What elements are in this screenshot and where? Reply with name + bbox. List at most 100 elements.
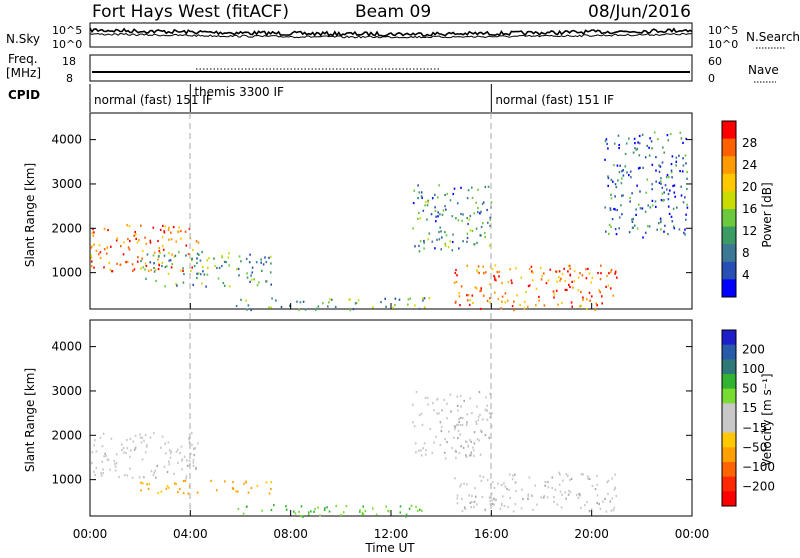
scatter-cell: [560, 506, 563, 509]
scatter-cell: [458, 295, 461, 298]
scatter-cell: [93, 266, 95, 269]
scatter-cell: [103, 227, 106, 230]
scatter-cell: [439, 226, 441, 229]
freq-label-2: [MHz]: [6, 66, 41, 80]
scatter-cell: [459, 433, 461, 436]
scatter-cell: [299, 301, 302, 304]
scatter-cell: [197, 442, 199, 445]
scatter-cell: [242, 512, 245, 515]
scatter-cell: [142, 482, 144, 485]
scatter-cell: [126, 260, 129, 263]
scatter-cell: [182, 281, 185, 284]
x-tick-label: 08:00: [273, 527, 308, 541]
scatter-cell: [407, 298, 410, 301]
scatter-cell: [638, 154, 641, 157]
scatter-cell: [531, 495, 533, 498]
scatter-cell: [615, 186, 618, 189]
scatter-cell: [185, 254, 187, 257]
scatter-cell: [419, 240, 422, 243]
x-tick-label: 12:00: [374, 527, 409, 541]
scatter-cell: [460, 186, 462, 189]
scatter-cell: [456, 202, 459, 205]
scatter-cell: [140, 224, 142, 227]
scatter-cell: [345, 505, 348, 508]
scatter-cell: [102, 468, 104, 471]
scatter-cell: [628, 137, 630, 140]
scatter-cell: [655, 180, 657, 183]
scatter-cell: [634, 224, 636, 227]
colorbar-tick: 8: [742, 246, 750, 260]
scatter-cell: [443, 451, 446, 454]
colorbar-swatch: [722, 330, 736, 346]
scatter-cell: [168, 238, 170, 241]
scatter-cell: [561, 493, 563, 496]
scatter-cell: [189, 452, 192, 455]
scatter-cell: [153, 471, 155, 474]
scatter-cell: [564, 288, 567, 291]
scatter-cell: [427, 201, 429, 204]
scatter-cell: [477, 265, 480, 268]
scatter-cell: [610, 271, 612, 274]
scatter-cell: [493, 497, 495, 500]
scatter-cell: [164, 265, 167, 269]
scatter-cell: [161, 261, 164, 264]
scatter-cell: [484, 185, 487, 189]
scatter-cell: [417, 217, 419, 220]
scatter-cell: [678, 154, 680, 157]
scatter-cell: [121, 443, 123, 446]
scatter-cell: [663, 191, 665, 194]
scatter-cell: [469, 229, 472, 232]
scatter-cell: [236, 490, 239, 493]
scatter-cell: [417, 184, 419, 187]
scatter-cell: [372, 306, 374, 309]
scatter-cell: [435, 220, 437, 223]
scatter-cell: [412, 202, 415, 205]
scatter-cell: [451, 446, 453, 450]
scatter-cell: [475, 201, 477, 204]
scatter-cell: [495, 279, 497, 282]
scatter-cell: [525, 291, 527, 294]
noise-panel: [89, 22, 693, 48]
scatter-cell: [421, 423, 424, 426]
scatter-cell: [115, 462, 118, 465]
scatter-cell: [471, 495, 473, 498]
y-tick-label: 1000: [51, 266, 82, 280]
scatter-cell: [577, 289, 580, 292]
scatter-cell: [268, 306, 270, 309]
scatter-cell: [255, 261, 258, 264]
scatter-cell: [543, 304, 546, 307]
scatter-cell: [319, 514, 321, 517]
scatter-cell: [176, 448, 179, 451]
scatter-cell: [326, 506, 328, 509]
scatter-cell: [439, 213, 441, 216]
scatter-cell: [663, 151, 665, 154]
scatter-cell: [521, 488, 523, 491]
scatter-cell: [540, 278, 543, 281]
scatter-cell: [563, 267, 565, 270]
scatter-cell: [540, 496, 542, 499]
scatter-cell: [349, 298, 351, 301]
scatter-cell: [650, 140, 653, 143]
scatter-cell: [243, 482, 245, 485]
scatter-cell: [418, 191, 421, 194]
scatter-cell: [447, 246, 450, 249]
scatter-cell: [546, 496, 549, 499]
scatter-cell: [674, 195, 676, 198]
scatter-cell: [590, 281, 592, 284]
scatter-cell: [613, 164, 615, 167]
scatter-cell: [167, 229, 170, 232]
scatter-cell: [461, 219, 463, 222]
scatter-cell: [149, 241, 152, 244]
scatter-cell: [637, 141, 639, 144]
scatter-cell: [270, 487, 272, 491]
scatter-cell: [196, 272, 198, 275]
scatter-cell: [106, 458, 109, 461]
beam-label: Beam 09: [355, 2, 431, 22]
scatter-cell: [446, 417, 448, 420]
scatter-cell: [428, 232, 431, 235]
y-tick-label: 4000: [51, 340, 82, 354]
scatter-cell: [434, 209, 437, 213]
scatter-cell: [150, 268, 153, 272]
scatter-cell: [141, 436, 144, 439]
scatter-cell: [476, 269, 478, 272]
